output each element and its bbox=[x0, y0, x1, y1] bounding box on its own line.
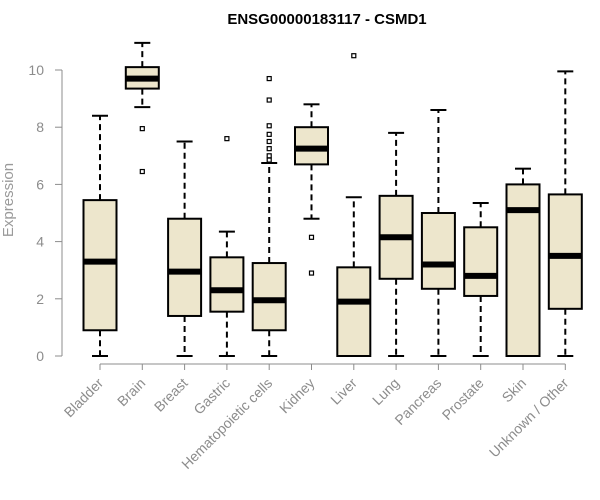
box-bladder bbox=[82, 114, 118, 357]
outlier-point bbox=[139, 168, 145, 175]
box-prostate bbox=[463, 201, 499, 357]
box-liver bbox=[336, 53, 372, 357]
outlier-point bbox=[266, 97, 272, 103]
outlier-point bbox=[266, 153, 272, 159]
y-axis-label: Expression bbox=[0, 163, 17, 237]
outlier-point bbox=[266, 146, 272, 152]
box-unknown-other bbox=[547, 70, 583, 357]
y-tick-label: 8 bbox=[36, 119, 44, 135]
outlier-point bbox=[266, 75, 272, 82]
x-tick-label: Breast bbox=[151, 375, 191, 415]
outlier-point bbox=[266, 123, 272, 129]
x-tick-label: Kidney bbox=[276, 375, 318, 417]
y-tick-label: 0 bbox=[36, 348, 44, 364]
iqr-box bbox=[463, 226, 499, 297]
x-tick-label: Bladder bbox=[61, 375, 107, 421]
box-skin bbox=[505, 167, 541, 357]
x-tick-label: Liver bbox=[327, 375, 360, 408]
iqr-box bbox=[336, 266, 372, 357]
y-axis: 0 2 4 6 8 10 bbox=[28, 62, 63, 364]
outlier-point bbox=[266, 157, 272, 163]
box-pancreas bbox=[420, 109, 456, 357]
box-gastric bbox=[209, 136, 245, 357]
chart-title: ENSG00000183117 - CSMD1 bbox=[227, 11, 426, 28]
outlier-point bbox=[308, 234, 315, 240]
box-kidney bbox=[294, 103, 329, 276]
x-tick-label: Unknown / Other bbox=[486, 375, 572, 461]
iqr-box bbox=[167, 217, 203, 317]
y-tick-label: 10 bbox=[28, 62, 44, 78]
x-tick-label: Pancreas bbox=[391, 375, 444, 428]
x-tick-label: Lung bbox=[369, 375, 402, 408]
y-tick-label: 4 bbox=[36, 234, 44, 250]
box-hematopoietic-cells bbox=[251, 75, 287, 357]
box-breast bbox=[167, 140, 203, 357]
outlier-point bbox=[139, 126, 145, 132]
box-lung bbox=[378, 131, 414, 357]
box-series bbox=[82, 41, 583, 357]
iqr-box bbox=[547, 193, 583, 310]
x-tick-label: Prostate bbox=[439, 375, 487, 423]
outlier-point bbox=[308, 270, 315, 276]
x-tick-label: Brain bbox=[114, 375, 148, 409]
outlier-point bbox=[224, 136, 230, 142]
iqr-box bbox=[82, 199, 118, 332]
iqr-box bbox=[251, 262, 287, 332]
outlier-point bbox=[266, 138, 272, 145]
iqr-box bbox=[420, 212, 456, 290]
y-tick-label: 6 bbox=[36, 176, 44, 192]
x-tick-label: Skin bbox=[499, 375, 530, 406]
box-brain bbox=[124, 41, 160, 175]
outlier-point bbox=[351, 53, 357, 59]
iqr-box bbox=[209, 256, 245, 313]
outlier-point bbox=[266, 131, 272, 137]
y-tick-label: 2 bbox=[36, 291, 44, 307]
